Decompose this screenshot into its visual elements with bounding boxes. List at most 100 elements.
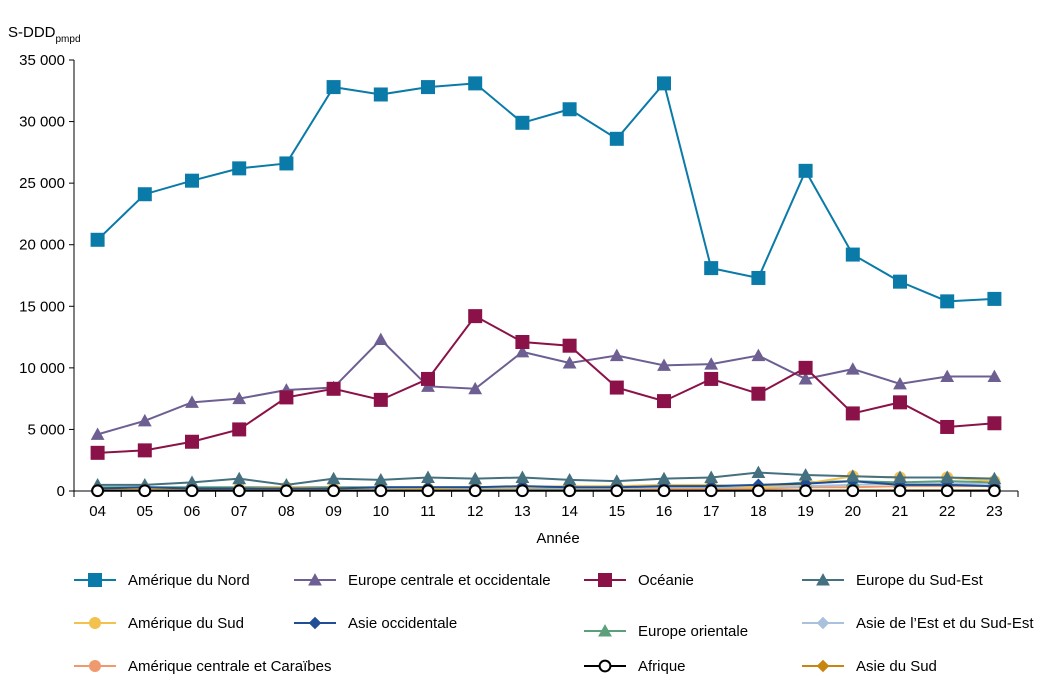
legend-marker xyxy=(88,573,102,587)
data-point xyxy=(799,484,812,498)
data-point xyxy=(232,161,247,176)
data-point xyxy=(562,338,577,353)
x-tick-label: 07 xyxy=(231,503,248,520)
data-point xyxy=(562,473,577,486)
data-point xyxy=(751,348,766,362)
data-point xyxy=(751,465,766,479)
x-axis-title: Année xyxy=(536,530,579,547)
data-point xyxy=(137,443,152,458)
y-axis-title-sub: pmpd xyxy=(56,34,81,45)
y-tick-label: 25 000 xyxy=(19,175,65,192)
x-tick-label: 19 xyxy=(797,503,814,520)
data-point xyxy=(90,427,105,440)
data-point xyxy=(327,484,341,498)
legend-item-8: Amérique centrale et Caraïbes xyxy=(74,658,331,675)
data-point xyxy=(185,475,199,488)
data-point xyxy=(987,291,1002,306)
data-point xyxy=(421,80,435,95)
legend-label: Asie du Sud xyxy=(856,658,937,675)
y-axis: 0 5 000 10 000 15 000 20 000 25 000 30 000 35 0… xyxy=(19,52,75,500)
series-line xyxy=(97,471,995,486)
data-point xyxy=(373,332,388,346)
x-tick-label: 14 xyxy=(561,503,578,520)
data-point xyxy=(374,484,388,498)
data-point xyxy=(893,274,907,289)
series-line xyxy=(97,314,995,454)
data-point xyxy=(90,445,105,460)
legend-item-7: Asie de l’Est et du Sud-Est xyxy=(802,615,1034,632)
legend-label: Amérique centrale et Caraïbes xyxy=(128,658,331,675)
data-point xyxy=(421,371,435,386)
data-point xyxy=(752,484,765,498)
data-point xyxy=(468,471,483,485)
data-point xyxy=(185,395,199,408)
data-point xyxy=(609,348,624,362)
data-point xyxy=(798,372,813,385)
data-point xyxy=(90,232,105,247)
data-point xyxy=(704,470,719,483)
legend-item-5: Asie occidentale xyxy=(294,615,457,632)
data-point xyxy=(232,471,247,485)
y-tick-label: 0 xyxy=(57,483,65,500)
legend-item-3: Europe du Sud-Est xyxy=(802,572,984,589)
data-point xyxy=(704,371,719,386)
data-point xyxy=(940,484,954,498)
legend-label: Afrique xyxy=(638,658,686,675)
series-line xyxy=(96,81,995,303)
data-point xyxy=(515,470,530,483)
data-point xyxy=(279,156,294,171)
x-tick-label: 09 xyxy=(325,503,342,520)
legend-label: Europe centrale et occidentale xyxy=(348,572,551,589)
data-point xyxy=(798,468,813,481)
data-point xyxy=(609,474,624,487)
data-point xyxy=(609,380,624,395)
legend: Amérique du Nord Europe centrale et occid… xyxy=(74,572,1034,675)
data-point xyxy=(657,358,671,371)
legend-item-2: Océanie xyxy=(584,572,694,589)
data-point xyxy=(657,76,671,91)
data-point xyxy=(468,381,483,395)
legend-marker xyxy=(89,660,101,672)
legend-item-9: Afrique xyxy=(584,658,686,675)
data-point xyxy=(940,294,955,309)
data-point xyxy=(373,392,388,407)
data-point xyxy=(515,344,530,358)
legend-marker xyxy=(598,573,612,587)
x-tick-label: 11 xyxy=(420,503,436,520)
data-point xyxy=(751,386,766,401)
data-point xyxy=(137,413,152,427)
data-point xyxy=(893,470,907,483)
data-point xyxy=(893,395,907,410)
y-tick-label: 20 000 xyxy=(19,237,65,254)
data-point xyxy=(562,102,577,117)
data-point xyxy=(563,484,576,498)
data-point xyxy=(845,469,860,482)
data-point xyxy=(138,484,152,498)
x-tick-label: 06 xyxy=(184,503,201,520)
y-tick-label: 5 000 xyxy=(27,421,65,438)
data-point xyxy=(421,484,435,498)
legend-label: Amérique du Nord xyxy=(128,572,250,589)
legend-item-6: Europe orientale xyxy=(584,623,748,640)
data-point xyxy=(988,484,1001,498)
legend-marker xyxy=(816,659,830,673)
data-point xyxy=(185,484,199,498)
data-point xyxy=(987,471,1002,485)
series-line xyxy=(97,338,995,436)
series-line xyxy=(97,480,995,490)
legend-marker xyxy=(816,616,830,630)
data-point xyxy=(609,131,624,146)
legend-marker xyxy=(598,624,612,637)
x-tick-label: 15 xyxy=(608,503,625,520)
data-point xyxy=(610,484,624,498)
x-tick-label: 08 xyxy=(278,503,295,520)
data-point xyxy=(516,484,529,498)
x-tick-label: 10 xyxy=(372,503,389,520)
data-point xyxy=(232,391,247,405)
y-tick-label: 30 000 xyxy=(19,114,65,131)
data-point xyxy=(279,390,294,405)
data-point xyxy=(798,163,813,178)
data-point xyxy=(232,422,247,437)
data-point xyxy=(704,261,719,276)
